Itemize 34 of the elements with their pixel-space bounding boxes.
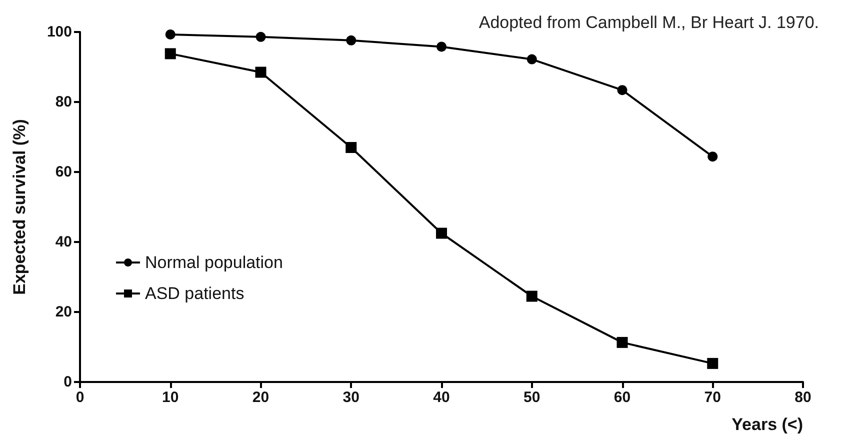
point (255, 66, 266, 78)
y-axis-title: Expected survival (%) (10, 119, 29, 295)
point (256, 32, 266, 42)
y-tick-label: 40 (55, 234, 72, 250)
point (436, 42, 446, 52)
x-tick-label: 80 (794, 389, 812, 406)
legend-label: ASD patients (145, 284, 244, 303)
x-tick-label: 0 (76, 389, 84, 406)
point (346, 142, 357, 153)
point (526, 290, 538, 302)
x-tick-label: 20 (252, 389, 270, 406)
y-tick-label: 100 (46, 24, 72, 40)
x-tick-label: 70 (704, 389, 721, 406)
point (617, 85, 628, 96)
legend-label: Normal population (145, 253, 283, 272)
x-tick-label: 30 (342, 389, 360, 406)
point (616, 336, 628, 348)
x-axis-title: Years (<) (732, 415, 803, 434)
y-tick-label: 80 (55, 94, 72, 110)
point (707, 358, 718, 369)
annotation: Adopted from Campbell M., Br Heart J. 1970. (478, 13, 820, 32)
x-tick-label: 10 (162, 389, 179, 406)
point (436, 228, 447, 239)
y-tick-label: 60 (55, 164, 72, 180)
x-tick-label: 50 (524, 389, 540, 406)
x-tick-label: 60 (614, 389, 631, 406)
y-tick-label: 0 (64, 374, 72, 390)
point (526, 54, 537, 64)
y-tick-label: 20 (55, 304, 72, 320)
point (708, 152, 718, 162)
point (165, 29, 176, 40)
point (164, 48, 176, 60)
x-tick-label: 40 (433, 389, 450, 406)
point (346, 35, 356, 46)
